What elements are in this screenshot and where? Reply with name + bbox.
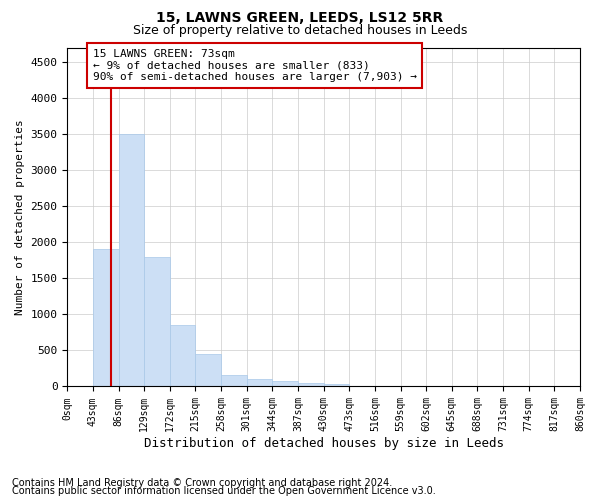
Text: 15 LAWNS GREEN: 73sqm
← 9% of detached houses are smaller (833)
90% of semi-deta: 15 LAWNS GREEN: 73sqm ← 9% of detached h…	[93, 49, 417, 82]
Bar	[144, 256, 170, 386]
X-axis label: Distribution of detached houses by size in Leeds: Distribution of detached houses by size …	[143, 437, 503, 450]
Text: Size of property relative to detached houses in Leeds: Size of property relative to detached ho…	[133, 24, 467, 37]
Text: Contains HM Land Registry data © Crown copyright and database right 2024.: Contains HM Land Registry data © Crown c…	[12, 478, 392, 488]
Bar	[323, 384, 349, 386]
Bar	[272, 382, 298, 386]
Text: Contains public sector information licensed under the Open Government Licence v3: Contains public sector information licen…	[12, 486, 436, 496]
Bar	[119, 134, 144, 386]
Bar	[93, 250, 119, 386]
Bar	[247, 380, 272, 386]
Text: 15, LAWNS GREEN, LEEDS, LS12 5RR: 15, LAWNS GREEN, LEEDS, LS12 5RR	[157, 11, 443, 25]
Bar	[221, 375, 247, 386]
Bar	[196, 354, 221, 386]
Y-axis label: Number of detached properties: Number of detached properties	[15, 119, 25, 315]
Bar	[170, 325, 196, 386]
Bar	[298, 382, 323, 386]
